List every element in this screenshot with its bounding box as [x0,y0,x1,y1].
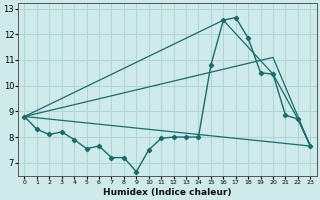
X-axis label: Humidex (Indice chaleur): Humidex (Indice chaleur) [103,188,232,197]
